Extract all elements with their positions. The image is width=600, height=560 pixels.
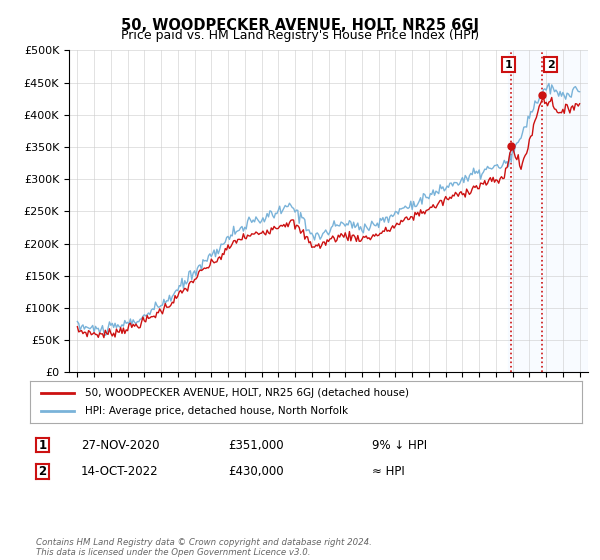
Text: 1: 1 (38, 438, 47, 451)
Text: £351,000: £351,000 (228, 438, 284, 452)
Text: 50, WOODPECKER AVENUE, HOLT, NR25 6GJ (detached house): 50, WOODPECKER AVENUE, HOLT, NR25 6GJ (d… (85, 388, 409, 398)
Text: HPI: Average price, detached house, North Norfolk: HPI: Average price, detached house, Nort… (85, 406, 349, 416)
Text: 1: 1 (505, 59, 512, 69)
Text: 27-NOV-2020: 27-NOV-2020 (81, 438, 160, 452)
Text: Price paid vs. HM Land Registry's House Price Index (HPI): Price paid vs. HM Land Registry's House … (121, 29, 479, 42)
Text: 2: 2 (38, 465, 47, 478)
Text: £430,000: £430,000 (228, 465, 284, 478)
Text: ≈ HPI: ≈ HPI (372, 465, 405, 478)
Text: 14-OCT-2022: 14-OCT-2022 (81, 465, 158, 478)
Text: 50, WOODPECKER AVENUE, HOLT, NR25 6GJ: 50, WOODPECKER AVENUE, HOLT, NR25 6GJ (121, 18, 479, 34)
Bar (508, 50, 588, 372)
Text: Contains HM Land Registry data © Crown copyright and database right 2024.
This d: Contains HM Land Registry data © Crown c… (36, 538, 372, 557)
Text: 2: 2 (547, 59, 555, 69)
Text: 9% ↓ HPI: 9% ↓ HPI (372, 438, 427, 452)
